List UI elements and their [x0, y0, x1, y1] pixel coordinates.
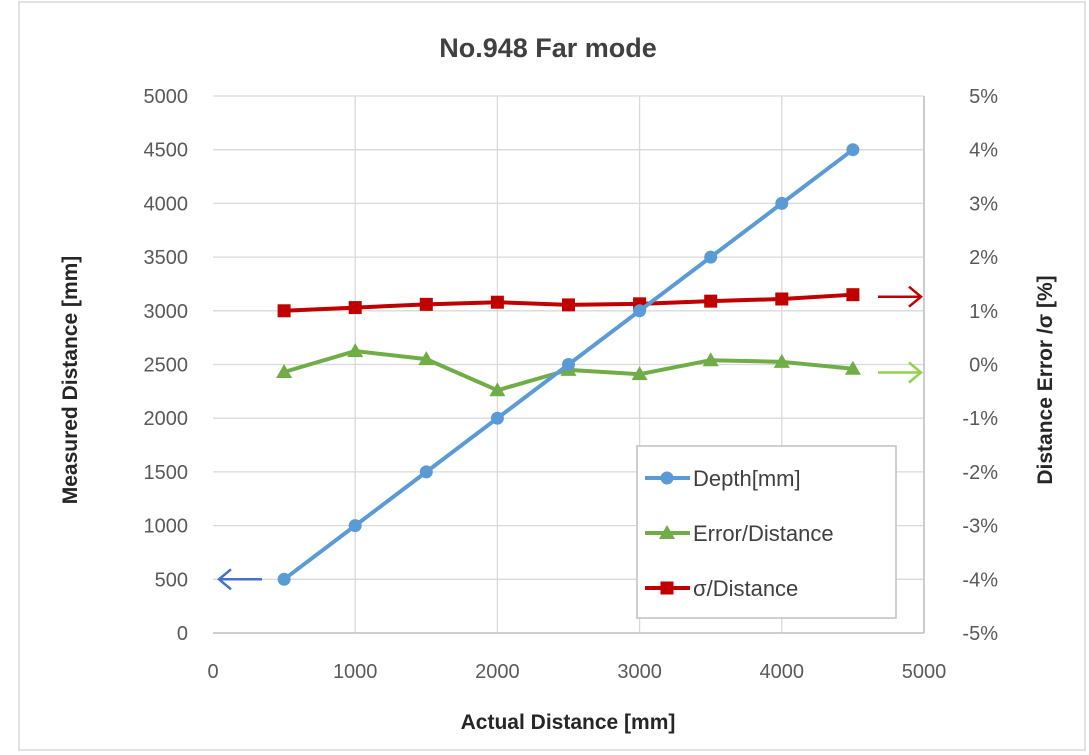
x-tick-label: 3000: [617, 661, 662, 683]
arrow-left-head: [217, 568, 232, 591]
y2-tick-label: 1%: [969, 301, 998, 323]
arrow-right-error-head: [908, 361, 923, 384]
data-point-square: [846, 288, 860, 302]
series-group: [276, 143, 861, 586]
data-point-triangle: [489, 382, 506, 397]
y2-tick-label: -2%: [962, 462, 998, 484]
data-point-triangle: [773, 353, 790, 368]
y-tick-label: 3500: [144, 247, 189, 269]
legend-label: Error/Distance: [693, 521, 834, 546]
data-point-circle: [846, 143, 860, 157]
data-point-square: [490, 295, 504, 309]
y2-tick-label: -3%: [962, 516, 998, 538]
data-point-square: [562, 298, 575, 312]
y2-tick-label: 3%: [969, 193, 998, 215]
legend: Depth[mm] Error/Distance σ/Distance: [636, 445, 897, 619]
data-point-square: [277, 304, 291, 318]
y2-tick-label: 0%: [969, 355, 998, 377]
data-point-circle: [704, 250, 718, 264]
y-axis-title: Measured Distance [mm]: [59, 256, 82, 505]
y-tick-label: 1000: [144, 516, 189, 538]
x-tick-label: 0: [207, 661, 218, 683]
data-point-triangle: [844, 360, 861, 375]
y-tick-label: 1500: [144, 462, 189, 484]
y-tick-label: 2500: [144, 355, 189, 377]
data-point-circle: [633, 304, 647, 318]
annotation-arrows: [217, 285, 923, 591]
x-tick-label: 5000: [902, 661, 947, 683]
data-point-circle: [277, 572, 291, 586]
y-tick-label: 2000: [144, 408, 189, 430]
chart-border: [18, 1, 1086, 751]
y-tick-label: 5000: [144, 86, 189, 108]
data-point-square: [704, 294, 718, 308]
legend-marker-square: [660, 581, 674, 595]
y2-tick-label: 4%: [969, 140, 998, 162]
data-point-triangle: [418, 351, 435, 366]
legend-marker-triangle: [659, 525, 675, 539]
data-point-circle: [490, 411, 504, 425]
y-tick-label: 3000: [144, 301, 189, 323]
y2-tick-label: -4%: [962, 569, 998, 591]
y2-tick-label: 5%: [969, 86, 998, 108]
y-tick-label: 4000: [144, 193, 189, 215]
data-point-square: [348, 301, 362, 315]
legend-label: Depth[mm]: [693, 466, 801, 491]
data-point-square: [419, 297, 433, 311]
chart-title: No.948 Far mode: [439, 33, 657, 63]
legend-marker-circle: [660, 471, 674, 485]
data-point-triangle: [631, 366, 648, 381]
x-axis-title: Actual Distance [mm]: [461, 711, 676, 734]
data-point-triangle: [276, 364, 293, 379]
data-point-circle: [775, 196, 789, 210]
data-point-triangle: [347, 343, 364, 358]
legend-label: σ/Distance: [693, 576, 798, 601]
y-tick-label: 4500: [144, 140, 189, 162]
y2-axis-title: Distance Error /σ [%]: [1034, 275, 1057, 484]
data-point-triangle: [702, 352, 719, 367]
data-point-circle: [419, 465, 433, 479]
x-tick-label: 1000: [333, 661, 378, 683]
arrow-right-sigma-head: [908, 285, 923, 308]
axes: [213, 96, 925, 634]
data-point-square: [775, 292, 789, 306]
y2-tick-label: -1%: [962, 408, 998, 430]
x-tick-label: 4000: [760, 661, 805, 683]
y-tick-label: 500: [155, 569, 188, 591]
y2-tick-label: 2%: [969, 247, 998, 269]
y-tick-label: 0: [177, 623, 188, 645]
y2-tick-label: -5%: [962, 623, 998, 645]
data-point-circle: [348, 519, 362, 533]
tick-labels: 0 1000 2000 3000 4000 5000 0 500 1000 1500 2000 250…: [144, 86, 999, 683]
x-tick-label: 2000: [475, 661, 520, 683]
data-point-circle: [562, 358, 575, 371]
